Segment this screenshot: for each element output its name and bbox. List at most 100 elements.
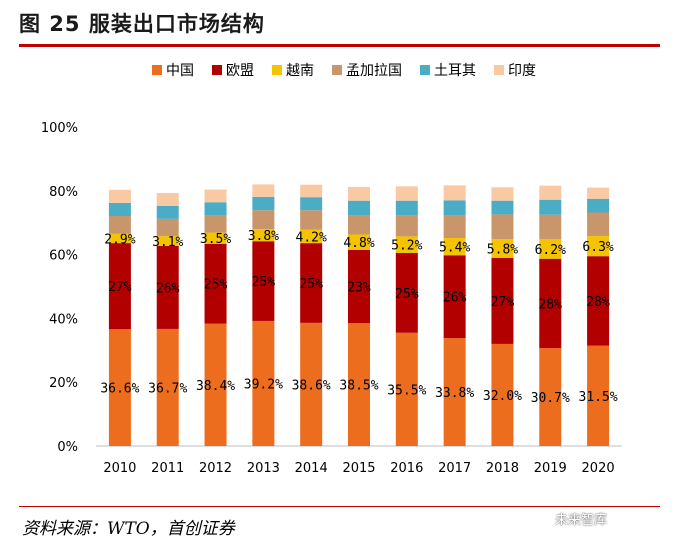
bar-segment — [252, 320, 275, 446]
bar-segment — [395, 236, 418, 254]
bar-stack: 32.0% 27% 5.8% — [483, 187, 522, 446]
y-tick-label: 40% — [49, 312, 78, 327]
x-tick-label: 2017 — [438, 461, 471, 476]
legend-item: 越南 — [272, 63, 314, 79]
bar-segment — [156, 193, 179, 206]
bar-segment — [443, 200, 466, 216]
data-label: 4.2% — [296, 230, 327, 245]
bar-stack: 38.5% 23% 4.8% — [339, 186, 379, 446]
bar-stacks: 36.6% 27% 2.9% 36.7% 26% 3.1% 38.4% 25% 3.5% 39.2… — [100, 184, 618, 446]
bar-segment — [108, 189, 131, 203]
bar-segment — [539, 348, 562, 446]
figure-title: 图 25 服装出口市场结构 — [19, 12, 265, 36]
bar-segment — [204, 323, 227, 446]
bar-segment — [539, 185, 562, 200]
data-label: 25% — [252, 275, 276, 290]
bar-segment — [539, 199, 562, 215]
x-tick-label: 2012 — [199, 461, 232, 476]
bar-stack: 35.5% 25% 5.2% — [387, 186, 427, 446]
bar-segment — [587, 256, 610, 346]
bar-segment — [587, 212, 610, 237]
bar-segment — [587, 236, 610, 257]
data-label: 5.2% — [391, 239, 422, 254]
data-label: 35.5% — [387, 383, 426, 398]
legend-item: 印度 — [494, 63, 536, 79]
data-label: 2.9% — [104, 232, 135, 247]
bar-segment — [156, 205, 179, 219]
legend-label: 越南 — [286, 63, 314, 79]
data-label: 32.0% — [483, 389, 522, 404]
bar-stack: 36.6% 27% 2.9% — [100, 189, 140, 446]
bar-segment — [204, 202, 227, 216]
bar-segment — [491, 343, 514, 446]
y-axis: 0% 20% 40% 60% 80% 100% — [41, 121, 622, 455]
data-label: 27% — [108, 280, 132, 295]
bar-segment — [395, 215, 418, 237]
bar-segment — [395, 186, 418, 201]
source-note: 资料来源：WTO，首创证券 — [22, 519, 235, 539]
data-label: 5.4% — [439, 241, 470, 256]
legend-swatch — [420, 65, 430, 75]
bar-segment — [348, 249, 370, 324]
bar-segment — [491, 239, 514, 258]
legend-item: 孟加拉国 — [332, 63, 402, 79]
bar-segment — [156, 218, 179, 237]
bar-segment — [395, 200, 418, 216]
bar-segment — [300, 197, 323, 211]
bar-segment — [300, 243, 323, 323]
data-label: 27% — [491, 295, 515, 310]
legend-item: 欧盟 — [212, 63, 254, 79]
x-tick-label: 2015 — [342, 461, 375, 476]
legend-item: 中国 — [152, 63, 194, 79]
data-label: 3.8% — [248, 229, 279, 244]
bar-segment — [156, 245, 179, 329]
x-tick-label: 2018 — [486, 461, 519, 476]
bar-segment — [348, 323, 370, 446]
data-label: 6.2% — [535, 243, 566, 258]
x-tick-label: 2014 — [295, 461, 328, 476]
data-label: 6.3% — [582, 240, 613, 255]
bar-stack: 30.7% 28% 6.2% — [531, 185, 570, 446]
bar-segment — [204, 243, 227, 324]
bar-segment — [539, 238, 562, 259]
bar-stack: 38.6% 25% 4.2% — [292, 184, 331, 446]
bar-segment — [348, 200, 370, 216]
bar-segment — [587, 187, 610, 199]
stacked-bar-chart: 中国 欧盟 越南 孟加拉国 土耳其 印度 0% 20% 40% 60% 80% 100% 36.6%… — [41, 63, 622, 476]
data-label: 23% — [347, 281, 371, 296]
data-label: 36.6% — [100, 382, 139, 397]
bar-segment — [491, 214, 514, 240]
legend-label: 中国 — [166, 63, 194, 79]
bar-segment — [395, 332, 418, 446]
legend-swatch — [494, 65, 504, 75]
chart-legend: 中国 欧盟 越南 孟加拉国 土耳其 印度 — [152, 63, 536, 79]
bar-stack: 39.2% 25% 3.8% — [244, 184, 283, 446]
legend-swatch — [212, 65, 222, 75]
bar-segment — [539, 258, 562, 349]
x-tick-label: 2011 — [151, 461, 184, 476]
data-label: 3.5% — [200, 232, 231, 247]
bar-segment — [252, 241, 275, 321]
bar-segment — [108, 243, 131, 330]
bar-segment — [204, 215, 227, 233]
data-label: 5.8% — [487, 243, 518, 258]
bar-segment — [300, 210, 323, 230]
data-label: 3.1% — [152, 235, 183, 250]
legend-label: 欧盟 — [226, 63, 254, 79]
data-label: 4.8% — [343, 236, 374, 251]
bar-segment — [108, 329, 131, 446]
bar-segment — [587, 198, 610, 213]
y-tick-label: 80% — [49, 185, 78, 200]
x-axis: 2010 2011 2012 2013 2014 2015 2016 2017 2018 2019… — [103, 461, 614, 476]
data-label: 26% — [156, 281, 180, 296]
bar-segment — [204, 232, 227, 244]
bar-segment — [348, 234, 370, 250]
data-label: 38.4% — [196, 379, 235, 394]
x-tick-label: 2010 — [103, 461, 136, 476]
bar-segment — [252, 210, 275, 230]
watermark-text: 未来智库 — [555, 513, 608, 528]
y-tick-label: 0% — [57, 440, 78, 455]
data-label: 26% — [443, 291, 467, 306]
x-tick-label: 2016 — [390, 461, 423, 476]
bar-stack: 38.4% 25% 3.5% — [196, 189, 235, 446]
